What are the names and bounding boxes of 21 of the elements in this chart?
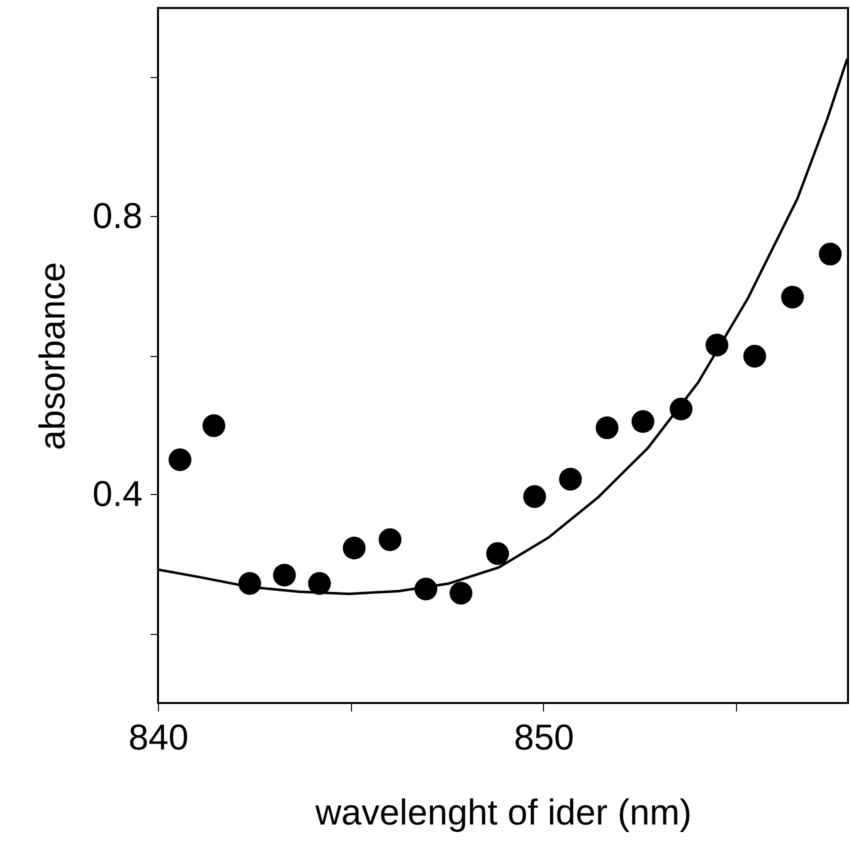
x-tick-label: 840	[128, 716, 189, 758]
point	[202, 414, 226, 438]
point	[450, 582, 472, 605]
point	[818, 242, 842, 266]
point	[743, 344, 766, 368]
point	[378, 528, 402, 552]
y-axis-title: absorbance	[31, 262, 72, 450]
y-tick-label: 0.8	[92, 195, 142, 236]
point	[273, 564, 296, 586]
x-tick-label: 850	[514, 716, 574, 758]
point	[632, 410, 654, 433]
point	[342, 536, 366, 560]
point	[168, 448, 192, 472]
y-tick-label: 0.4	[92, 473, 142, 514]
point	[559, 468, 582, 491]
point	[308, 572, 331, 595]
point	[596, 416, 618, 440]
point	[781, 286, 804, 308]
point	[486, 542, 510, 565]
x-axis-title: wavelenght of ider (nm)	[314, 792, 692, 832]
point	[523, 485, 546, 508]
